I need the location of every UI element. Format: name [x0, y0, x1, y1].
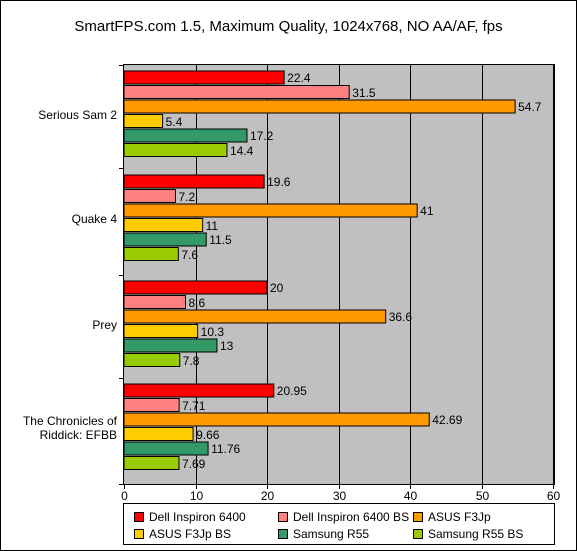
- bar-value-label: 11.76: [211, 442, 241, 456]
- legend-swatch: [134, 511, 144, 522]
- bar: [123, 85, 350, 99]
- bar-value-label: 7.6: [181, 247, 199, 262]
- bar-value-label: 22.4: [287, 71, 311, 85]
- bar-value-label: 31.5: [352, 85, 376, 100]
- bar: [123, 189, 176, 203]
- bar-value-label: 7.69: [181, 456, 206, 471]
- bar: [123, 309, 387, 324]
- bar: [123, 456, 180, 470]
- bar-value-label: 11: [205, 218, 219, 233]
- bar-value-label: 36.6: [388, 310, 413, 324]
- category-label-line: Serious Sam 2: [38, 107, 117, 122]
- legend-swatch: [278, 511, 288, 522]
- bar: [123, 70, 285, 85]
- legend-label: Dell Inspiron 6400 BS: [293, 510, 410, 524]
- legend-label: Samsung R55: [293, 527, 370, 541]
- legend-label: ASUS F3Jp: [428, 510, 491, 524]
- bar-value-label: 5.4: [165, 114, 183, 129]
- bar: [123, 232, 207, 247]
- x-tick-label: 20: [260, 489, 275, 503]
- bar-value-label: 8.6: [188, 295, 206, 310]
- bar: [123, 280, 268, 295]
- legend-swatch: [413, 528, 423, 539]
- legend-item: ASUS F3Jp BS: [134, 527, 231, 541]
- legend-swatch: [413, 511, 423, 522]
- category-label: Serious Sam 2: [2, 108, 117, 122]
- bar-value-label: 20.95: [276, 384, 307, 398]
- chart-title: SmartFPS.com 1.5, Maximum Quality, 1024x…: [74, 18, 503, 35]
- legend-item: Samsung R55: [278, 527, 369, 541]
- bar: [123, 203, 418, 218]
- bar-value-label: 10.3: [200, 324, 224, 339]
- x-tick-label: 10: [189, 489, 204, 503]
- bar-value-label: 13: [219, 339, 234, 353]
- bar-value-label: 7.71: [182, 398, 206, 413]
- bar-value-label: 42.69: [432, 413, 463, 427]
- bar: [123, 218, 204, 232]
- bar: [123, 383, 275, 398]
- bar: [123, 398, 180, 412]
- legend-label: Dell Inspiron 6400: [149, 510, 246, 524]
- bar-value-label: 19.6: [267, 175, 291, 189]
- bar-value-label: 7.2: [178, 189, 196, 204]
- bar: [123, 295, 186, 309]
- bar: [123, 353, 181, 367]
- legend-label: ASUS F3Jp BS: [149, 527, 232, 541]
- legend-swatch: [278, 528, 288, 539]
- bar: [123, 441, 209, 456]
- bar: [123, 412, 430, 427]
- bar: [123, 143, 228, 157]
- legend: Dell Inspiron 6400 Dell Inspiron 6400 BS A…: [123, 503, 555, 545]
- legend-swatch: [134, 528, 144, 539]
- category-label-line: Prey: [92, 317, 117, 332]
- legend-item: Dell Inspiron 6400 BS: [278, 510, 409, 524]
- x-tick-label: 50: [475, 489, 490, 503]
- bar: [123, 99, 516, 114]
- bar: [123, 174, 265, 189]
- legend-item: Samsung R55 BS: [413, 527, 523, 541]
- legend-label: Samsung R55 BS: [428, 527, 524, 541]
- bar-value-label: 11.5: [209, 233, 232, 247]
- bar: [123, 114, 164, 128]
- bar-value-label: 41: [420, 204, 434, 218]
- bar: [123, 427, 194, 441]
- x-tick-label: 40: [403, 489, 418, 503]
- x-tick-label: 60: [546, 489, 561, 503]
- category-label: The Chronicles of Riddick: EFBB: [2, 414, 117, 442]
- x-tick-label: 30: [332, 489, 347, 503]
- x-tick-label: 0: [121, 489, 128, 503]
- category-label-line: The Chronicles of: [22, 413, 117, 428]
- category-label-line: Riddick: EFBB: [39, 427, 117, 442]
- legend-item: Dell Inspiron 6400: [134, 510, 246, 524]
- bar-value-label: 9.66: [196, 427, 220, 442]
- category-label-line: Quake 4: [71, 211, 117, 226]
- category-label: Prey: [2, 318, 117, 332]
- bar: [123, 324, 199, 338]
- category-label: Quake 4: [2, 212, 117, 226]
- bar: [123, 247, 179, 261]
- legend-item: ASUS F3Jp: [413, 510, 491, 524]
- bar: [123, 338, 218, 353]
- bar-value-label: 20: [270, 281, 284, 295]
- bar-value-label: 17.2: [249, 129, 274, 143]
- bar: [123, 128, 248, 143]
- bar-value-label: 7.8: [182, 353, 200, 368]
- bar-value-label: 14.4: [229, 143, 254, 158]
- bar-value-label: 54.7: [518, 100, 542, 114]
